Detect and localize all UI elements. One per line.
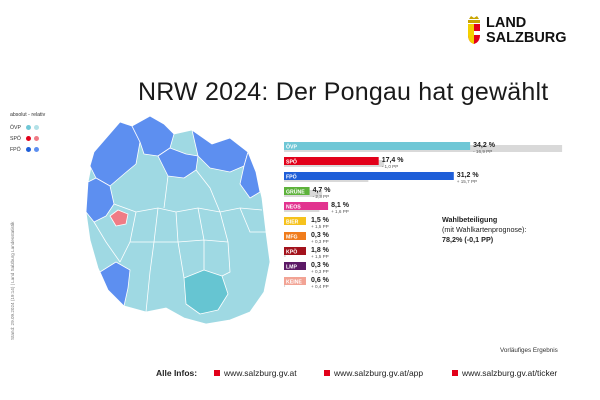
square-bullet-icon [324,370,330,376]
result-bar [284,277,306,285]
result-bar [284,217,306,225]
change-label: - 2,3 PP [313,194,330,199]
map-region-fpo-east [239,151,261,199]
value-label: 8,1 % [331,202,350,209]
party-label: MFG [286,235,298,241]
land-salzburg-logo: LAND SALZBURG [466,16,576,52]
turnout-subtitle: (mit Wahlkartenprognose): [442,225,527,234]
map-region-ovp-strong-southeast [183,269,229,315]
value-label: 17,4 % [382,157,405,164]
result-bar [284,202,329,210]
coat-of-arms-icon [468,16,480,44]
party-label: LMP [286,265,297,271]
legend-item: FPÖ [10,144,45,155]
result-bar [284,247,306,255]
map-legend: absolut - relativ ÖVP SPÖ FPÖ [10,112,45,155]
brand-line-1: LAND [486,15,527,31]
party-label: SPÖ [286,159,297,166]
value-label: 0,3 % [311,232,330,239]
result-bar [284,262,306,270]
party-label: GRÜNE [286,189,305,196]
footer-link-text: www.salzburg.gv.at [224,368,297,378]
party-label: FPÖ [286,174,297,181]
legend-header: absolut - relativ [10,112,46,118]
change-label: + 15,7 PP [457,179,477,184]
change-label: - 1,0 PP [382,164,399,169]
legend-relative-dot [34,125,39,130]
result-bar [284,187,310,195]
footer: Alle Infos: www.salzburg.gv.at www.salzb… [156,368,586,382]
change-label: + 0,4 PP [311,284,329,289]
data-source-note: Stand: 29.09.2024 (19:14) | Land Salzbur… [10,221,15,340]
legend-absolute-dot [26,147,31,152]
map-border-lines [93,169,266,313]
legend-absolute-dot [26,136,31,141]
legend-relative-dot [34,136,39,141]
value-label: 31,2 % [457,172,480,179]
change-label: + 1,6 PP [331,209,349,214]
page-title: NRW 2024: Der Pongau hat gewählt [138,78,549,106]
footer-link-website[interactable]: www.salzburg.gv.at [214,368,297,378]
footer-link-text: www.salzburg.gv.at/ticker [462,368,558,378]
result-bar [284,172,454,180]
change-label: + 1,5 PP [311,224,329,229]
change-label: + 1,5 PP [311,254,329,259]
party-label: NEOS [286,205,301,211]
value-label: 34,2 % [473,142,496,149]
result-bar [284,232,306,240]
legend-absolute-dot [26,125,31,130]
result-bar [284,142,471,150]
footer-link-app[interactable]: www.salzburg.gv.at/app [324,368,423,378]
value-label: 1,5 % [311,217,330,224]
footer-label: Alle Infos: [156,368,198,378]
party-label: BIER [286,220,299,226]
map-region-fpo-southwest [99,261,131,307]
party-label: KPÖ [286,249,297,256]
legend-item: SPÖ [10,133,45,144]
turnout-box: Wahlbeteiligung (mit Wahlkartenprognose)… [442,215,577,245]
brand-line-2: SALZBURG [486,30,567,46]
map-region-spo [109,209,129,227]
value-label: 0,3 % [311,262,330,269]
value-label: 0,6 % [311,277,330,284]
turnout-value: 78,2% (-0,1 PP) [442,235,494,244]
pongau-map [85,115,271,325]
change-label: + 0,3 PP [311,269,329,274]
footer-link-text: www.salzburg.gv.at/app [334,368,424,378]
legend-label: FPÖ [10,146,21,153]
map-region-fpo-center [157,147,199,179]
results-bar-chart: ÖVP 34,2 %- 16,9 PP SPÖ 17,4 %- 1,0 PP FPÖ 31… [284,142,563,289]
status-label: Vorläufiges Ergebnis [500,347,558,354]
map-region-fpo-west [85,177,115,223]
value-label: 1,8 % [311,247,330,254]
square-bullet-icon [214,370,220,376]
map-region-fpo-northwest [89,121,141,187]
change-label: + 0,3 PP [311,239,329,244]
legend-label: SPÖ [10,135,21,142]
legend-item: ÖVP [10,122,45,133]
party-label: KEINE [286,280,302,286]
turnout-heading: Wahlbeteiligung [442,215,498,224]
change-label: - 16,9 PP [473,149,492,154]
square-bullet-icon [452,370,458,376]
result-bar [284,157,379,165]
value-label: 4,7 % [313,187,332,194]
footer-link-ticker[interactable]: www.salzburg.gv.at/ticker [452,368,557,378]
legend-relative-dot [34,147,39,152]
party-label: ÖVP [286,144,297,151]
legend-label: ÖVP [10,124,21,131]
